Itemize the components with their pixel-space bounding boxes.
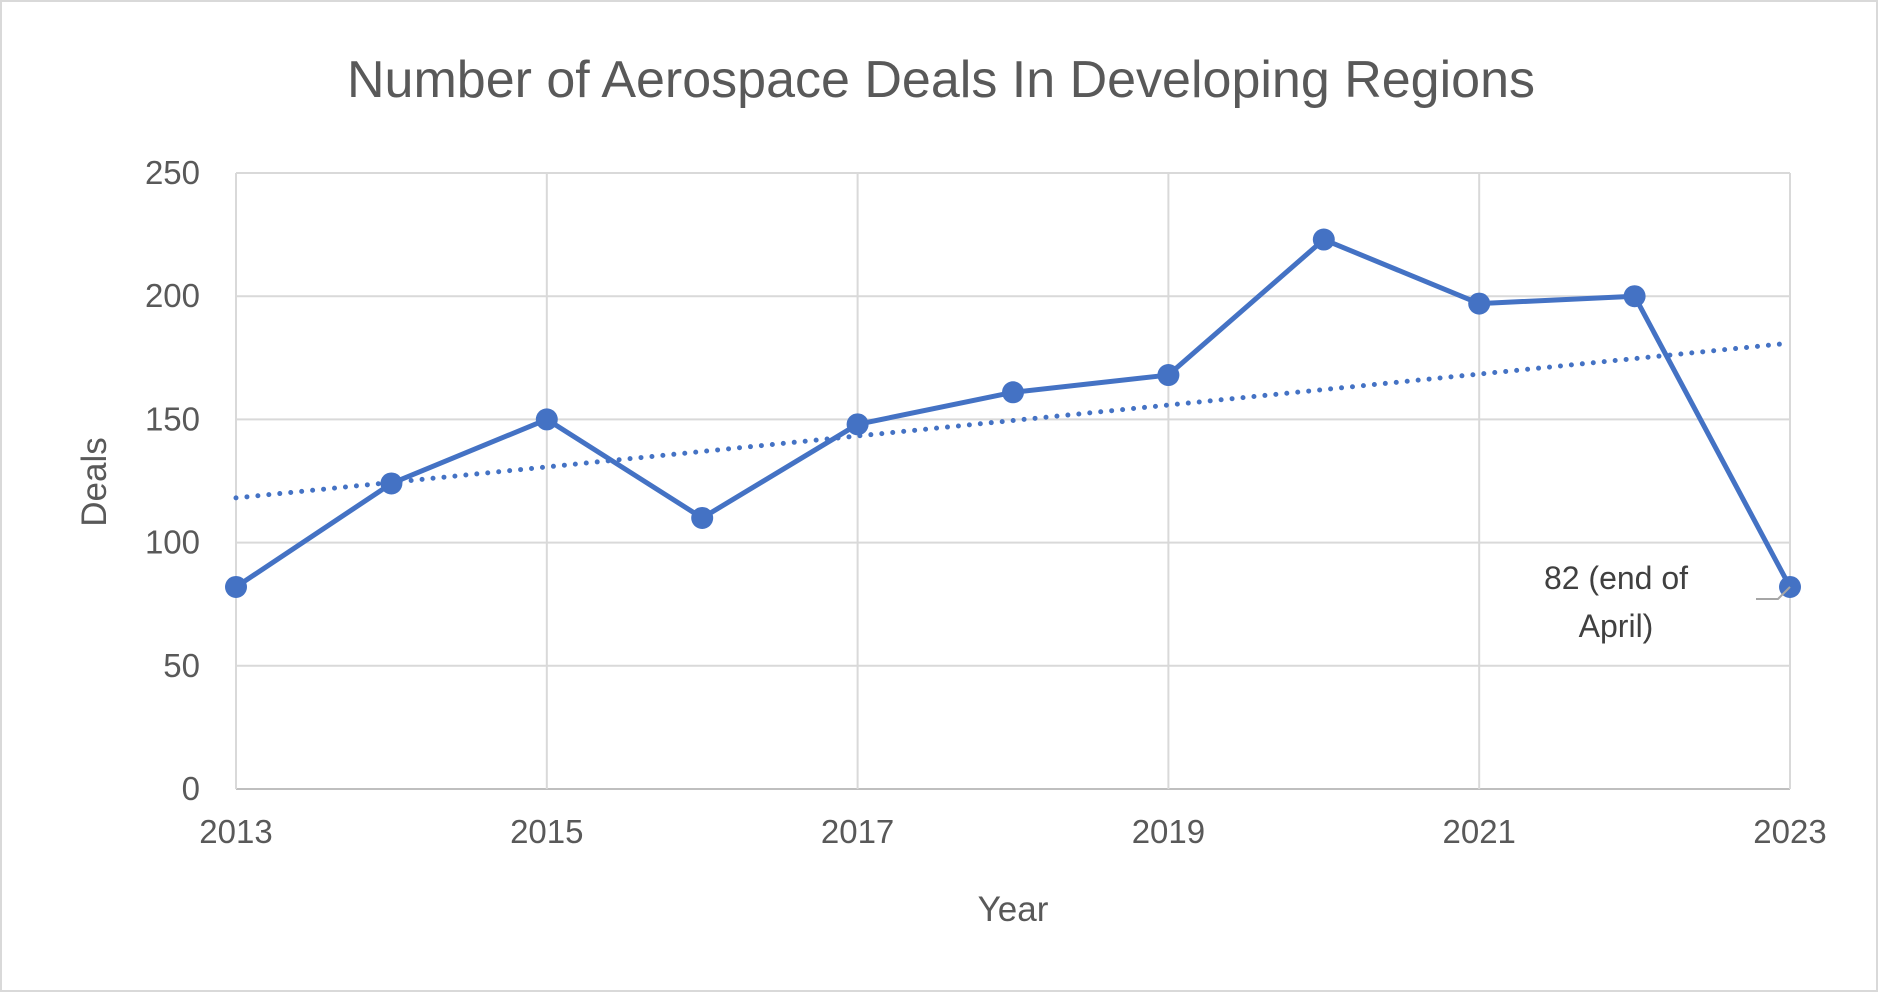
annotation-leader-line	[1756, 586, 1791, 600]
y-tick-label: 0	[182, 770, 200, 807]
x-tick-label: 2019	[1132, 813, 1205, 850]
trendline	[233, 340, 1793, 501]
x-tick-label: 2015	[510, 813, 583, 850]
x-axis-label: Year	[978, 890, 1049, 929]
x-tick-label: 2023	[1753, 813, 1826, 850]
y-tick-labels: 0 50 100 150 200 250	[145, 154, 200, 807]
y-tick-label: 100	[145, 524, 200, 561]
series-line	[225, 228, 1801, 598]
y-tick-label: 250	[145, 154, 200, 191]
data-point-2014	[380, 472, 403, 495]
trendline-path	[233, 340, 1793, 501]
data-point-2017	[846, 413, 869, 436]
data-point-2020	[1312, 228, 1335, 251]
y-axis-label: Deals	[75, 437, 114, 526]
x-tick-label: 2017	[821, 813, 894, 850]
gridlines	[235, 172, 1791, 790]
annotation-label: 82 (end of	[1544, 560, 1688, 596]
data-point-2021	[1468, 292, 1491, 315]
data-point-2013	[225, 575, 247, 598]
x-tick-label: 2021	[1442, 813, 1515, 850]
y-tick-label: 150	[145, 400, 200, 437]
data-point-2019	[1157, 364, 1180, 387]
data-point-2022	[1623, 285, 1646, 308]
chart-title: Number of Aerospace Deals In Developing …	[347, 51, 1535, 109]
annotation: 82 (end of April)	[1544, 560, 1791, 644]
x-tick-labels: 2013 2015 2017 2019 2021 2023	[199, 813, 1826, 850]
series-path	[234, 237, 1793, 590]
y-tick-label: 50	[163, 647, 200, 684]
annotation-label: April)	[1579, 608, 1654, 644]
x-tick-label: 2013	[199, 813, 272, 850]
data-point-2016	[691, 506, 714, 529]
data-point-2015	[535, 408, 558, 431]
y-tick-label: 200	[145, 277, 200, 314]
data-point-2018	[1002, 381, 1024, 404]
